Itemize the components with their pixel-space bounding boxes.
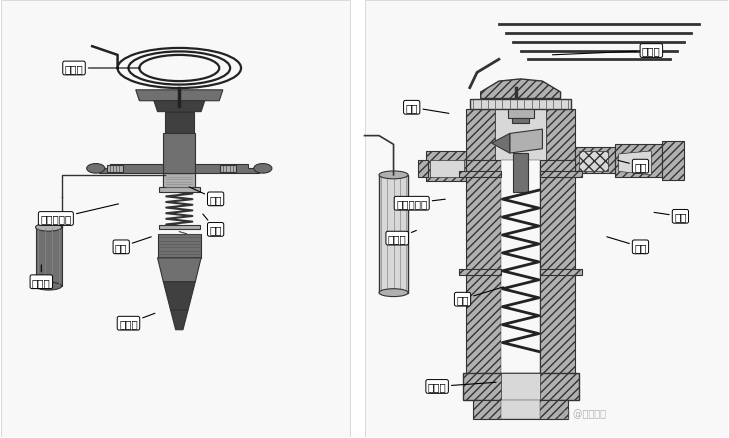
Ellipse shape xyxy=(87,164,105,174)
FancyBboxPatch shape xyxy=(165,113,194,134)
FancyBboxPatch shape xyxy=(540,269,582,276)
Text: 连接蒸发器: 连接蒸发器 xyxy=(40,205,119,224)
FancyBboxPatch shape xyxy=(220,166,236,173)
Polygon shape xyxy=(163,282,195,311)
FancyBboxPatch shape xyxy=(163,173,195,188)
FancyBboxPatch shape xyxy=(159,226,200,230)
Polygon shape xyxy=(171,311,188,330)
FancyBboxPatch shape xyxy=(540,160,575,374)
FancyBboxPatch shape xyxy=(473,399,568,419)
FancyBboxPatch shape xyxy=(540,171,582,178)
FancyBboxPatch shape xyxy=(462,374,579,399)
Text: 调节口: 调节口 xyxy=(119,314,155,328)
Ellipse shape xyxy=(379,172,408,180)
Text: 感温包: 感温包 xyxy=(32,265,51,287)
FancyBboxPatch shape xyxy=(501,399,540,419)
Text: 调节口: 调节口 xyxy=(428,381,496,392)
Ellipse shape xyxy=(36,283,62,290)
FancyBboxPatch shape xyxy=(662,142,684,181)
FancyBboxPatch shape xyxy=(579,152,608,171)
Polygon shape xyxy=(136,91,223,102)
Text: 阀芯: 阀芯 xyxy=(189,187,222,205)
Polygon shape xyxy=(154,102,205,113)
Polygon shape xyxy=(619,152,651,176)
Polygon shape xyxy=(491,134,510,154)
FancyBboxPatch shape xyxy=(157,234,201,258)
FancyBboxPatch shape xyxy=(379,176,408,293)
FancyBboxPatch shape xyxy=(501,160,540,374)
Text: 弹簧: 弹簧 xyxy=(115,237,151,252)
FancyBboxPatch shape xyxy=(418,160,428,178)
Text: 弹簧: 弹簧 xyxy=(456,287,504,304)
FancyBboxPatch shape xyxy=(507,110,534,119)
Polygon shape xyxy=(99,165,163,173)
Text: 毛细管: 毛细管 xyxy=(553,46,660,57)
Text: 膜片: 膜片 xyxy=(405,103,449,114)
FancyBboxPatch shape xyxy=(615,145,662,178)
Text: 北条 @维修人家: 北条 @维修人家 xyxy=(558,408,607,418)
FancyBboxPatch shape xyxy=(364,1,728,437)
FancyBboxPatch shape xyxy=(459,269,501,276)
FancyBboxPatch shape xyxy=(575,147,615,173)
FancyBboxPatch shape xyxy=(512,119,529,123)
FancyBboxPatch shape xyxy=(466,110,495,160)
Text: 连接蒸发器: 连接蒸发器 xyxy=(396,199,445,209)
Text: 入口: 入口 xyxy=(654,212,687,222)
FancyBboxPatch shape xyxy=(495,110,546,160)
FancyBboxPatch shape xyxy=(459,171,501,178)
FancyBboxPatch shape xyxy=(466,160,501,374)
FancyBboxPatch shape xyxy=(469,99,572,110)
Polygon shape xyxy=(157,258,201,282)
FancyBboxPatch shape xyxy=(163,134,195,188)
Text: 阀芯: 阀芯 xyxy=(607,237,647,252)
Ellipse shape xyxy=(254,164,272,174)
FancyBboxPatch shape xyxy=(546,110,575,160)
FancyBboxPatch shape xyxy=(501,374,540,399)
Polygon shape xyxy=(510,130,542,154)
FancyBboxPatch shape xyxy=(159,187,200,193)
Text: 毛细管: 毛细管 xyxy=(65,64,140,74)
Ellipse shape xyxy=(379,289,408,297)
FancyBboxPatch shape xyxy=(430,160,464,178)
Polygon shape xyxy=(195,165,260,173)
Ellipse shape xyxy=(36,224,62,232)
Polygon shape xyxy=(480,80,561,99)
FancyBboxPatch shape xyxy=(36,228,62,286)
FancyBboxPatch shape xyxy=(426,152,466,182)
FancyBboxPatch shape xyxy=(106,166,122,173)
FancyBboxPatch shape xyxy=(513,154,528,193)
FancyBboxPatch shape xyxy=(1,1,350,437)
Text: 感温包: 感温包 xyxy=(388,231,416,244)
Text: 滤网: 滤网 xyxy=(617,161,647,172)
Text: 入口: 入口 xyxy=(203,215,222,235)
